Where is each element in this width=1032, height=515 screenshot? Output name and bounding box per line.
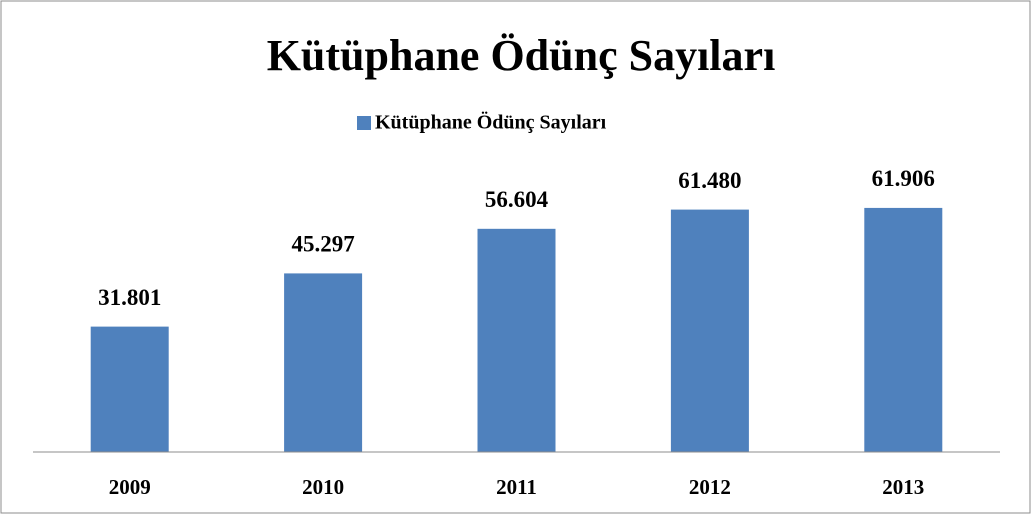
- bar: [284, 273, 363, 452]
- x-tick-label: 2009: [109, 475, 151, 499]
- chart-title: Kütüphane Ödünç Sayıları: [267, 31, 776, 80]
- data-label: 61.480: [678, 168, 741, 193]
- data-label: 31.801: [98, 285, 161, 310]
- data-label: 45.297: [291, 232, 354, 257]
- x-tick-label: 2010: [302, 475, 344, 499]
- legend-label: Kütüphane Ödünç Sayıları: [375, 111, 607, 134]
- bar: [864, 207, 943, 452]
- data-label: 56.604: [485, 187, 549, 212]
- bar: [477, 228, 556, 452]
- bar: [670, 209, 749, 452]
- bar: [90, 326, 169, 452]
- legend-swatch: [357, 116, 371, 130]
- data-label: 61.906: [872, 166, 935, 191]
- x-tick-label: 2012: [689, 475, 731, 499]
- x-tick-label: 2011: [496, 475, 537, 499]
- x-tick-label: 2013: [882, 475, 924, 499]
